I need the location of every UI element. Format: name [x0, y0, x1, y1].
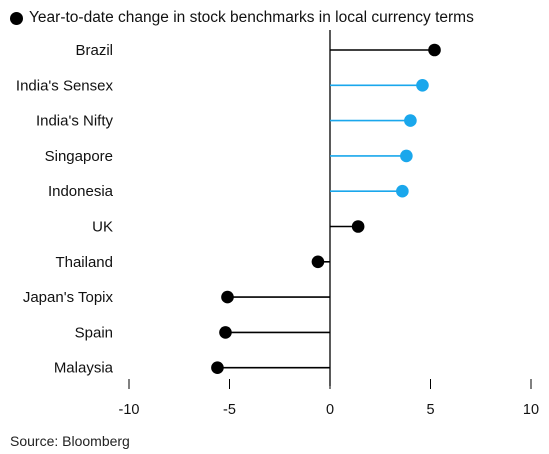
- lollipop-dot: [416, 79, 429, 92]
- lollipop-dot: [428, 43, 441, 57]
- x-tick-label: -10: [119, 402, 140, 418]
- category-label: India's Sensex: [16, 77, 114, 94]
- category-label: UK: [92, 219, 113, 236]
- x-tick-label: -5: [223, 402, 236, 418]
- source-note: Source: Bloomberg: [10, 433, 130, 449]
- lollipop-dot: [311, 255, 325, 269]
- category-label: Spain: [75, 324, 113, 341]
- lollipop-dot: [221, 290, 234, 304]
- legend-marker-icon: [10, 11, 23, 25]
- category-label: Japan's Topix: [23, 289, 114, 306]
- category-label: Thailand: [55, 254, 113, 271]
- x-tick-label: 5: [426, 402, 434, 418]
- category-label: India's Nifty: [36, 113, 114, 130]
- lollipop-dot: [211, 361, 224, 375]
- category-label: Malaysia: [54, 360, 114, 377]
- x-tick-label: 10: [523, 402, 539, 418]
- legend-label: Year-to-date change in stock benchmarks …: [29, 9, 474, 26]
- lollipop-dot: [400, 149, 413, 163]
- category-label: Brazil: [75, 42, 113, 59]
- x-tick-label: 0: [326, 402, 334, 418]
- lollipop-dot: [396, 184, 409, 198]
- category-label: Singapore: [45, 148, 113, 165]
- category-label: Indonesia: [48, 183, 114, 200]
- lollipop-dot: [219, 326, 232, 339]
- lollipop-dot: [404, 114, 417, 127]
- chart-legend: Year-to-date change in stock benchmarks …: [10, 8, 474, 28]
- lollipop-dot: [351, 220, 365, 233]
